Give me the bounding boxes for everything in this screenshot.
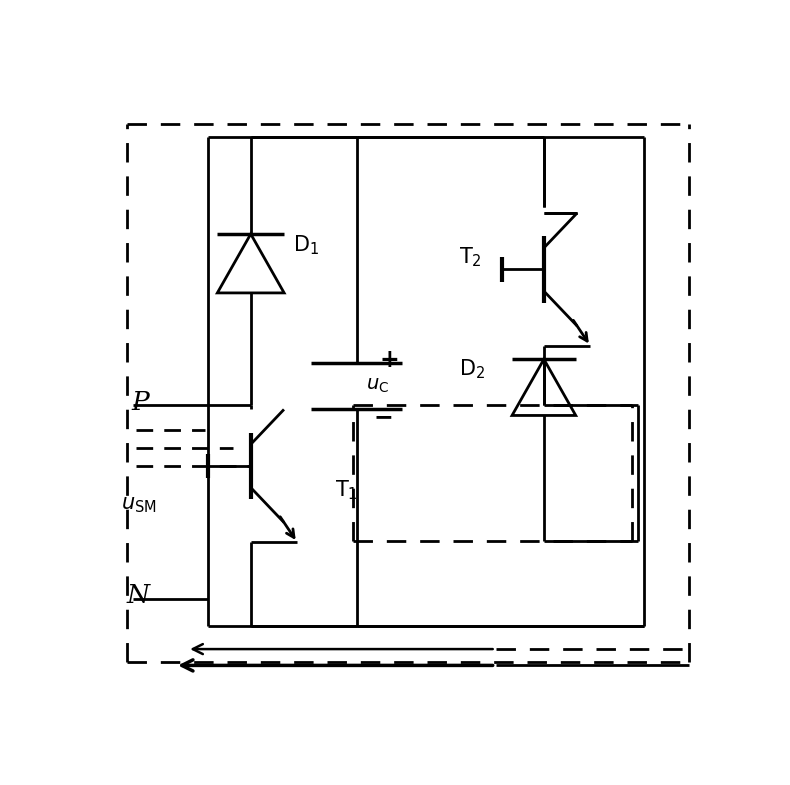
Text: $\mathrm{T}_1$: $\mathrm{T}_1$	[336, 478, 358, 502]
Text: P: P	[131, 390, 149, 415]
Text: N: N	[126, 583, 149, 608]
Text: −: −	[374, 406, 393, 429]
Text: $u_\mathrm{C}$: $u_\mathrm{C}$	[366, 376, 389, 396]
Text: $u_\mathrm{SM}$: $u_\mathrm{SM}$	[121, 495, 156, 515]
Text: $\mathrm{T}_2$: $\mathrm{T}_2$	[459, 246, 482, 269]
Text: $\mathrm{D}_1$: $\mathrm{D}_1$	[293, 233, 319, 257]
Text: +: +	[380, 349, 400, 372]
Text: $\mathrm{D}_2$: $\mathrm{D}_2$	[459, 357, 485, 381]
